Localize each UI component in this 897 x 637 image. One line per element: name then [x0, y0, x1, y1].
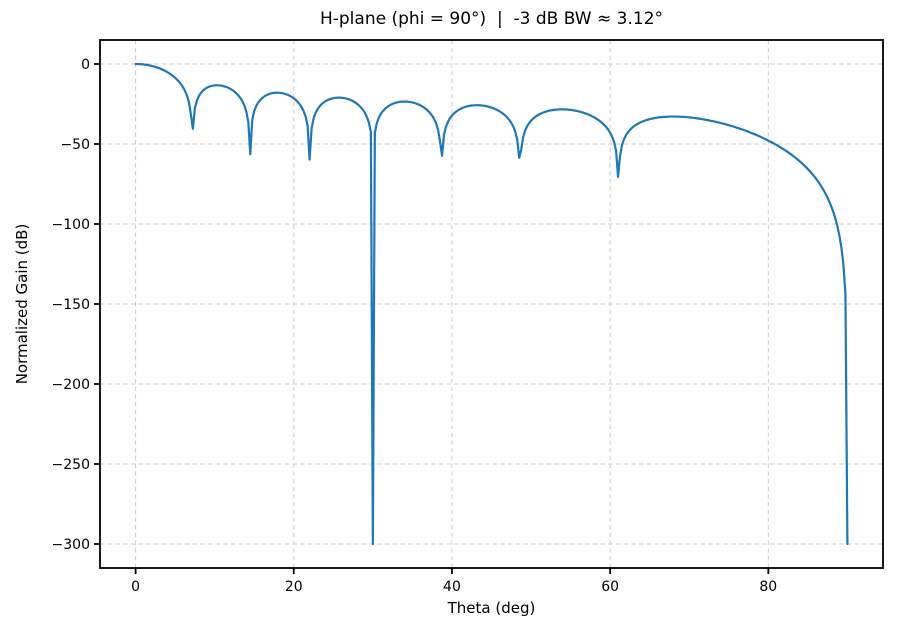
y-tick-label: −300	[52, 537, 90, 553]
y-tick-label: −200	[52, 377, 90, 393]
x-tick-label: 40	[443, 579, 461, 595]
y-tick-label: −250	[52, 457, 90, 473]
gain-curve	[134, 62, 849, 546]
y-axis-label: Normalized Gain (dB)	[13, 223, 31, 385]
y-tick-label: −100	[52, 217, 90, 233]
chart-title: H-plane (phi = 90°) | -3 dB BW ≈ 3.12°	[319, 9, 664, 29]
x-axis-label: Theta (deg)	[447, 599, 536, 617]
x-tick-label: 0	[131, 579, 140, 595]
y-tick-label: −150	[52, 297, 90, 313]
ticks-layer: 0 20 40 60 80 0 −50 −100 −150 −200 −250 −300	[52, 57, 778, 595]
grid-layer	[100, 40, 883, 568]
x-tick-label: 80	[759, 579, 777, 595]
y-tick-label: −50	[60, 137, 90, 153]
x-tick-label: 20	[285, 579, 303, 595]
series-layer	[134, 62, 849, 546]
y-tick-label: 0	[81, 57, 90, 73]
x-tick-label: 60	[601, 579, 619, 595]
